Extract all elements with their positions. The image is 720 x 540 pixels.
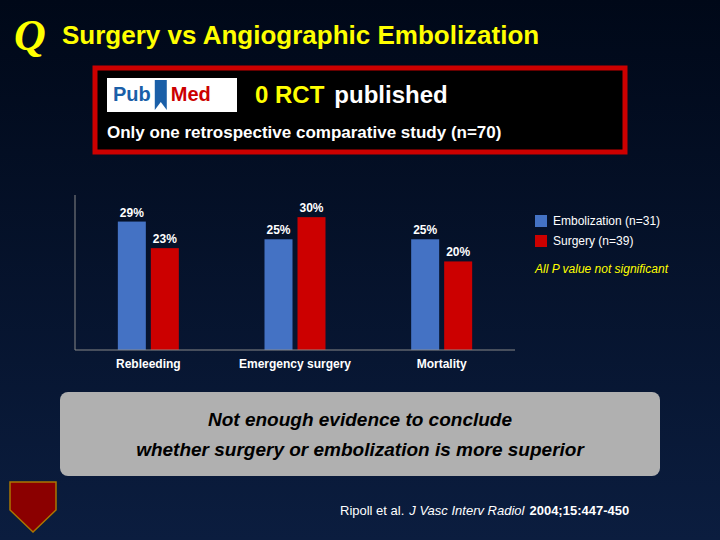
title: Surgery vs Angiographic Embolization (62, 20, 539, 50)
reference-citation: 2004;15:447-450 (529, 503, 629, 518)
bar (265, 239, 293, 350)
y-axis (75, 195, 76, 350)
legend-swatch (535, 235, 547, 247)
bar (151, 248, 179, 350)
rct-text: 0 RCT (255, 81, 325, 108)
reference-journal: J Vasc Interv Radiol (408, 503, 525, 518)
data-label: 23% (153, 232, 177, 246)
legend-entry: Surgery (n=39) (553, 234, 633, 248)
canvas: Q Surgery vs Angiographic Embolization Pub… (0, 0, 720, 540)
logo-bookmark (155, 80, 167, 110)
pubmed-logo (107, 78, 237, 112)
pvalue-note: All P value not significant (534, 262, 669, 276)
title-q: Q (14, 11, 46, 60)
logo-med: Med (171, 83, 211, 105)
data-label: 30% (299, 201, 323, 215)
conclusion-line: whether surgery or embolization is more … (136, 439, 585, 460)
background (0, 0, 720, 540)
published-text: published (334, 81, 447, 108)
bars (118, 217, 472, 350)
legend-entry: Embolization (n=31) (553, 214, 660, 228)
category-label: Rebleeding (116, 357, 181, 371)
study-text: Only one retrospective comparative study… (107, 123, 501, 142)
conclusion-box (60, 392, 660, 476)
bar (411, 239, 439, 350)
pubmed-box (95, 68, 625, 152)
data-label: 20% (446, 245, 470, 259)
baseline (75, 350, 515, 351)
reference-authors: Ripoll et al. (340, 503, 404, 518)
legend-swatch (535, 215, 547, 227)
data-label: 25% (266, 223, 290, 237)
data-labels: 29% 25% 25% 23% 30% 20% (120, 201, 471, 259)
conclusion-line: Not enough evidence to conclude (208, 409, 512, 430)
bar (298, 217, 326, 350)
crest (10, 482, 56, 532)
logo-pub: Pub (113, 83, 151, 105)
category-label: Mortality (417, 357, 467, 371)
bar (444, 261, 472, 350)
data-label: 29% (120, 206, 144, 220)
data-label: 25% (413, 223, 437, 237)
bar (118, 222, 146, 350)
category-label: Emergency surgery (239, 357, 351, 371)
